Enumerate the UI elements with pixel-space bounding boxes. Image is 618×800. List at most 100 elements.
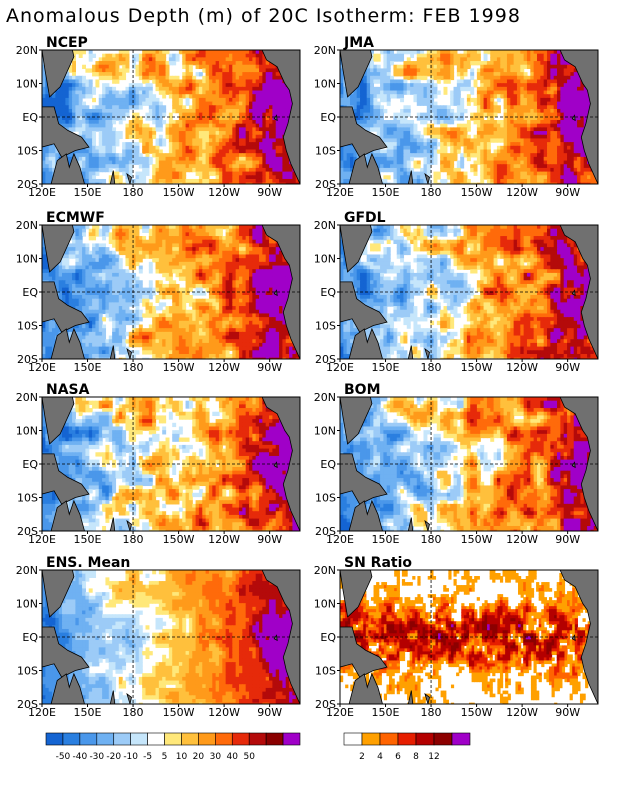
panel-title: ENS. Mean bbox=[46, 555, 130, 571]
lon-tick-label: 180 bbox=[123, 706, 144, 719]
lat-tick-label: 10N bbox=[16, 598, 38, 611]
colorbar-swatch bbox=[79, 732, 98, 746]
lon-tick-label: 180 bbox=[421, 706, 442, 719]
colorbar-tick-label: 4 bbox=[377, 752, 383, 762]
lon-tick-label: 180 bbox=[123, 533, 144, 546]
colorbar-tick-label: -5 bbox=[143, 752, 152, 762]
lon-tick-label: 150W bbox=[461, 186, 493, 199]
panel-title: NASA bbox=[46, 382, 90, 398]
lat-tick-label: 10S bbox=[17, 665, 38, 678]
colorbar-snratio: 2 4 6 8 12 bbox=[343, 732, 471, 762]
lat-tick-label: 10S bbox=[315, 320, 336, 333]
lon-tick-label: 120W bbox=[506, 706, 538, 719]
lat-tick-label: 10N bbox=[314, 425, 336, 438]
colorbar-swatch bbox=[361, 732, 381, 746]
lon-tick-label: 150E bbox=[372, 533, 400, 546]
lat-tick-label: 10N bbox=[314, 78, 336, 91]
lon-tick-label: 90W bbox=[257, 533, 282, 546]
lat-tick-label: EQ bbox=[22, 458, 38, 471]
lon-tick-label: 150E bbox=[372, 361, 400, 374]
field-2 bbox=[42, 225, 300, 359]
lat-tick-label: 20S bbox=[17, 698, 38, 711]
colorbar-swatch bbox=[130, 732, 148, 746]
lon-tick-label: 180 bbox=[421, 361, 442, 374]
field-7 bbox=[340, 570, 598, 704]
colorbar-swatch bbox=[415, 732, 435, 746]
lon-tick-label: 150E bbox=[74, 361, 102, 374]
field-3 bbox=[340, 225, 598, 359]
panel-title: JMA bbox=[343, 35, 374, 51]
lon-tick-label: 120W bbox=[506, 361, 538, 374]
lat-tick-label: 10S bbox=[17, 145, 38, 158]
colorbar-tick-label: -10 bbox=[123, 752, 138, 762]
lon-tick-label: 180 bbox=[421, 186, 442, 199]
lon-tick-label: 120E bbox=[326, 361, 354, 374]
lat-tick-label: 20N bbox=[314, 564, 336, 577]
lat-tick-label: 20S bbox=[17, 178, 38, 191]
lon-tick-label: 120E bbox=[28, 361, 56, 374]
lon-tick-label: 120W bbox=[208, 361, 240, 374]
lat-tick-label: 10S bbox=[315, 492, 336, 505]
lat-tick-label: 20N bbox=[314, 219, 336, 232]
colorbar-tick-label: 20 bbox=[193, 752, 205, 762]
field-6 bbox=[42, 570, 300, 704]
colorbar-tick-label: 12 bbox=[428, 752, 439, 762]
panel-title: ECMWF bbox=[46, 210, 105, 226]
lat-tick-label: 20S bbox=[17, 525, 38, 538]
lon-tick-label: 90W bbox=[555, 706, 580, 719]
land bbox=[42, 397, 300, 531]
field-0 bbox=[42, 50, 300, 184]
lat-tick-label: 20N bbox=[16, 564, 38, 577]
land bbox=[340, 397, 598, 531]
colorbar-tick-label: 6 bbox=[395, 752, 401, 762]
lat-tick-label: 10N bbox=[16, 253, 38, 266]
colorbar-swatch bbox=[397, 732, 417, 746]
lon-tick-label: 150W bbox=[163, 186, 195, 199]
lon-tick-label: 90W bbox=[555, 533, 580, 546]
colorbar-swatch bbox=[45, 732, 64, 746]
field-5 bbox=[340, 397, 598, 531]
colorbar-swatch bbox=[215, 732, 233, 746]
lon-tick-label: 150W bbox=[163, 706, 195, 719]
lat-tick-label: 10S bbox=[17, 320, 38, 333]
lat-tick-label: 20S bbox=[315, 178, 336, 191]
lon-tick-label: 150E bbox=[372, 186, 400, 199]
lon-tick-label: 150E bbox=[372, 706, 400, 719]
lon-tick-label: 150E bbox=[74, 533, 102, 546]
lon-tick-label: 120E bbox=[326, 533, 354, 546]
lat-tick-label: EQ bbox=[22, 631, 38, 644]
lon-tick-label: 150E bbox=[74, 706, 102, 719]
lat-tick-label: 10S bbox=[17, 492, 38, 505]
colorbar-swatch bbox=[181, 732, 199, 746]
lon-tick-label: 120W bbox=[506, 186, 538, 199]
lon-tick-label: 120E bbox=[28, 186, 56, 199]
colorbar-tick-label: 2 bbox=[359, 752, 365, 762]
colorbars: -50 -40 -30 -20 -10 -5 5 10 20 30 40 50 2 4 6 8 12 bbox=[45, 732, 471, 762]
colorbar-swatch bbox=[198, 732, 216, 746]
lon-tick-label: 180 bbox=[123, 361, 144, 374]
lon-tick-label: 150W bbox=[163, 361, 195, 374]
lon-tick-label: 120E bbox=[326, 186, 354, 199]
lon-tick-label: 90W bbox=[257, 361, 282, 374]
lon-tick-label: 150W bbox=[461, 361, 493, 374]
lat-tick-label: EQ bbox=[320, 631, 336, 644]
lon-tick-label: 180 bbox=[421, 533, 442, 546]
land bbox=[340, 225, 598, 359]
colorbar-swatch bbox=[147, 732, 165, 746]
colorbar-tick-label: -50 bbox=[56, 752, 71, 762]
lat-tick-label: 10N bbox=[314, 598, 336, 611]
lat-tick-label: 10N bbox=[16, 425, 38, 438]
colorbar-tick-label: 40 bbox=[227, 752, 239, 762]
lon-tick-label: 90W bbox=[555, 361, 580, 374]
colorbar-swatch bbox=[62, 732, 81, 746]
lat-tick-label: 20S bbox=[17, 353, 38, 366]
land bbox=[42, 225, 300, 359]
colorbar-tick-label: 10 bbox=[176, 752, 188, 762]
lat-tick-label: 10N bbox=[314, 253, 336, 266]
lon-tick-label: 120W bbox=[208, 706, 240, 719]
